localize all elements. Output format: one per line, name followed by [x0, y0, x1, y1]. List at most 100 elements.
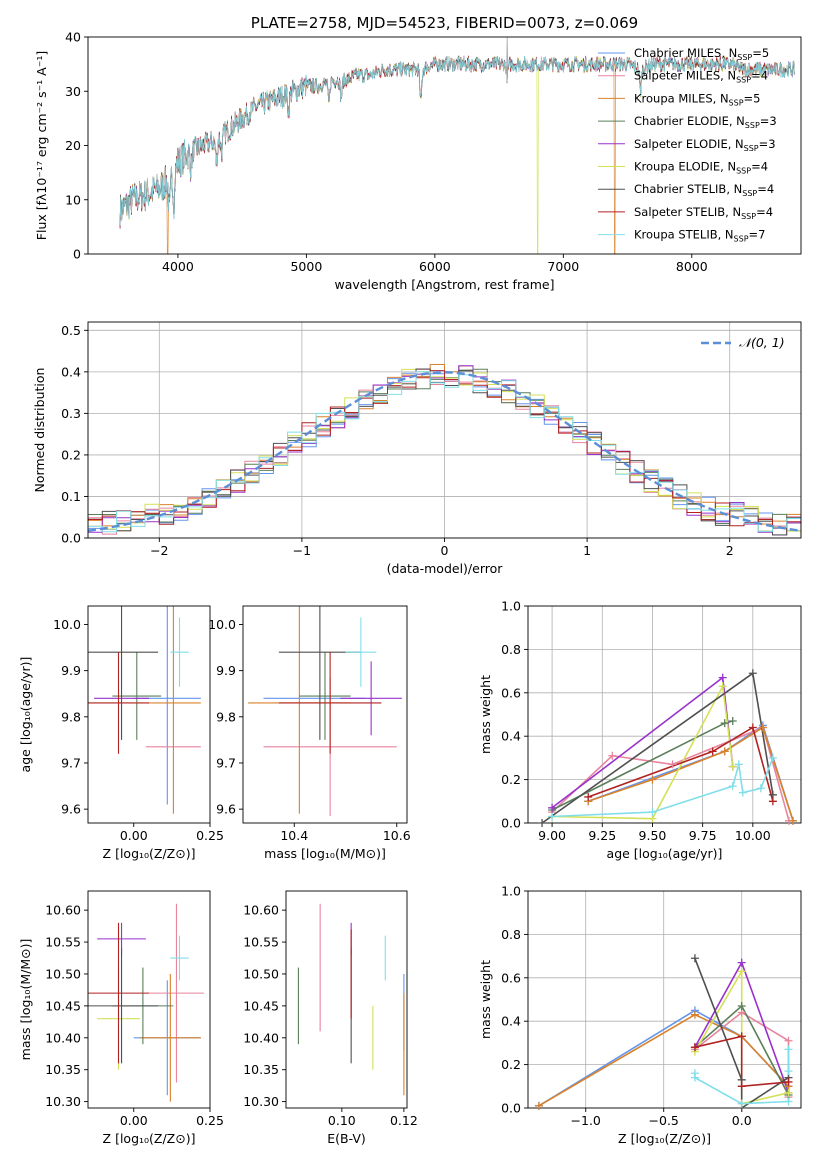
massweight-marker-chabrier-stelib [538, 819, 547, 827]
x-tick-label: 0.0 [732, 1113, 752, 1128]
massweight-marker-chabrier-stelib [748, 669, 757, 678]
axes-frame [527, 890, 802, 1109]
y-tick-label: 9.8 [216, 709, 236, 724]
y-tick-label: 10 [65, 192, 81, 207]
y-axis-label: mass [log₁₀(M/M⊙)] [18, 939, 33, 1061]
massweight-marker-salpeter-elodie [718, 673, 727, 682]
panel-mass-vs-Z: 0.00 0.25 10.30 10.35 10.40 10.45 10.50 10.55 10… [18, 890, 224, 1146]
massweight-marker-kroupa-miles [788, 816, 797, 825]
y-tick-label: 9.7 [216, 755, 236, 770]
massweight-marker-chabrier-elodie [720, 719, 729, 728]
massweight-marker-kroupa-stelib [756, 784, 765, 793]
x-tick-label: −0.5 [649, 1113, 679, 1128]
x-tick-label: 0 [441, 543, 449, 558]
y-tick-label: 10.30 [243, 1094, 279, 1109]
massweight-marker-salpeter-stelib [584, 792, 593, 801]
legend-label: Chabrier STELIB, N [634, 182, 742, 196]
y-tick-label: 30 [65, 84, 81, 99]
halpha-emission [506, 37, 509, 75]
legend-entry: Chabrier ELODIE, NSSP=3 [634, 114, 777, 130]
massweight-marker-kroupa-stelib [784, 1097, 793, 1106]
y-tick-label: 10.50 [45, 966, 81, 981]
x-tick-label: 0.25 [196, 1113, 224, 1128]
y-tick-label: 0.2 [61, 447, 81, 462]
x-axis-label: age [log₁₀(age/yr)] [607, 846, 723, 861]
axes-frame [242, 605, 408, 824]
panel-age-vs-Z: 0.00 0.25 9.6 9.7 9.8 9.9 10.0 Z [log₁₀(Z/Z⊙)] a… [18, 605, 224, 861]
massweight-marker-kroupa-stelib [734, 760, 743, 769]
y-axis-label: mass weight [478, 960, 493, 1039]
massweight-marker-kroupa-elodie [728, 762, 737, 771]
plot-area-residuals [88, 322, 801, 538]
massweight-line-kroupa-elodie [552, 683, 734, 820]
legend-subscript: SSP [734, 235, 749, 244]
y-tick-label: 9.9 [61, 663, 81, 678]
y-axis-label: mass weight [478, 675, 493, 754]
y-tick-label: 9.8 [61, 709, 81, 724]
y-tick-label: 10.40 [243, 1030, 279, 1045]
legend-subscript: SSP [729, 98, 744, 107]
legend-nssp: =3 [759, 137, 776, 151]
y-tick-label: 9.6 [61, 802, 81, 817]
y-tick-label: 0.8 [501, 927, 521, 942]
y-tick-label: 10.55 [45, 935, 81, 950]
legend-label: Salpeter STELIB, N [634, 205, 741, 219]
legend-subscript: SSP [737, 53, 752, 62]
y-tick-label: 0.4 [501, 1014, 521, 1029]
massweight-marker-kroupa-stelib [738, 788, 747, 797]
y-tick-label: 9.7 [61, 755, 81, 770]
y-tick-label: 1.0 [501, 884, 521, 899]
massweight-marker-kroupa-elodie [784, 1088, 793, 1097]
x-tick-label: 1 [583, 543, 591, 558]
massweight-marker-salpeter-miles [668, 760, 677, 769]
y-tick-label: 9.6 [216, 802, 236, 817]
y-tick-label: 0.6 [501, 970, 521, 985]
y-tick-label: 0.3 [61, 406, 81, 421]
x-tick-label: 0.00 [120, 1113, 148, 1128]
massweight-line-chabrier-stelib [541, 671, 774, 823]
y-tick-label: 10.35 [243, 1062, 279, 1077]
x-axis-label: Z [log₁₀(Z/Z⊙)] [103, 846, 196, 861]
y-tick-label: 0.0 [501, 816, 521, 831]
legend-label: Salpeter MILES, N [634, 69, 736, 83]
x-tick-label: 0.25 [196, 828, 224, 843]
x-axis-label: (data-model)/error [387, 561, 504, 576]
x-tick-label: 2 [726, 543, 734, 558]
massweight-marker-kroupa-elodie [718, 682, 727, 691]
legend-nssp: =3 [760, 114, 777, 128]
y-axis-label: age [log₁₀(age/yr)] [18, 657, 33, 773]
panel-mass-vs-ebv: 0.10 0.12 10.30 10.35 10.40 10.45 10.50 10.55 10… [243, 890, 418, 1146]
y-tick-label: 10.45 [45, 998, 81, 1013]
x-tick-label: 9.50 [639, 828, 667, 843]
panel-massweight-vs-age: 9.00 9.25 9.50 9.75 10.00 0.0 0.2 0.4 0.6 0.8 1.0 a… [478, 599, 802, 861]
massweight-marker-salpeter-stelib [748, 723, 757, 732]
massweight-marker-kroupa-miles [720, 747, 729, 756]
legend-label-gauss: 𝒩(0, 1) [739, 335, 785, 350]
legend-nssp: =5 [752, 46, 769, 60]
legend-subscript: SSP [742, 189, 757, 198]
x-tick-label: 10.4 [280, 828, 308, 843]
legend-subscript: SSP [744, 144, 759, 153]
massweight-marker-salpeter-elodie [548, 803, 557, 812]
legend-subscript: SSP [736, 167, 751, 176]
legend-entry: Salpeter STELIB, NSSP=4 [634, 205, 773, 221]
plot-area-spectrum [119, 37, 795, 254]
histogram-kroupa-stelib [88, 371, 801, 536]
y-tick-label: 10.0 [208, 617, 236, 632]
y-tick-label: 10.30 [45, 1094, 81, 1109]
y-tick-label: 10.55 [243, 935, 279, 950]
massweight-marker-chabrier-elodie [737, 1002, 746, 1011]
massweight-marker-chabrier-elodie [728, 717, 737, 726]
massweight-marker-salpeter-stelib [708, 747, 717, 756]
legend-entry: Chabrier STELIB, NSSP=4 [634, 182, 774, 198]
y-tick-label: 9.9 [216, 663, 236, 678]
chart-title: PLATE=2758, MJD=54523, FIBERID=0073, z=0… [251, 14, 638, 32]
legend-nssp: =4 [756, 205, 773, 219]
x-tick-label: 8000 [676, 259, 708, 274]
massweight-marker-salpeter-stelib [784, 1077, 793, 1086]
massweight-marker-kroupa-stelib [728, 782, 737, 791]
legend-entry: Chabrier MILES, NSSP=5 [634, 46, 769, 62]
x-axis-label: Z [log₁₀(Z/Z⊙)] [618, 1131, 711, 1146]
x-tick-label: 9.75 [689, 828, 717, 843]
